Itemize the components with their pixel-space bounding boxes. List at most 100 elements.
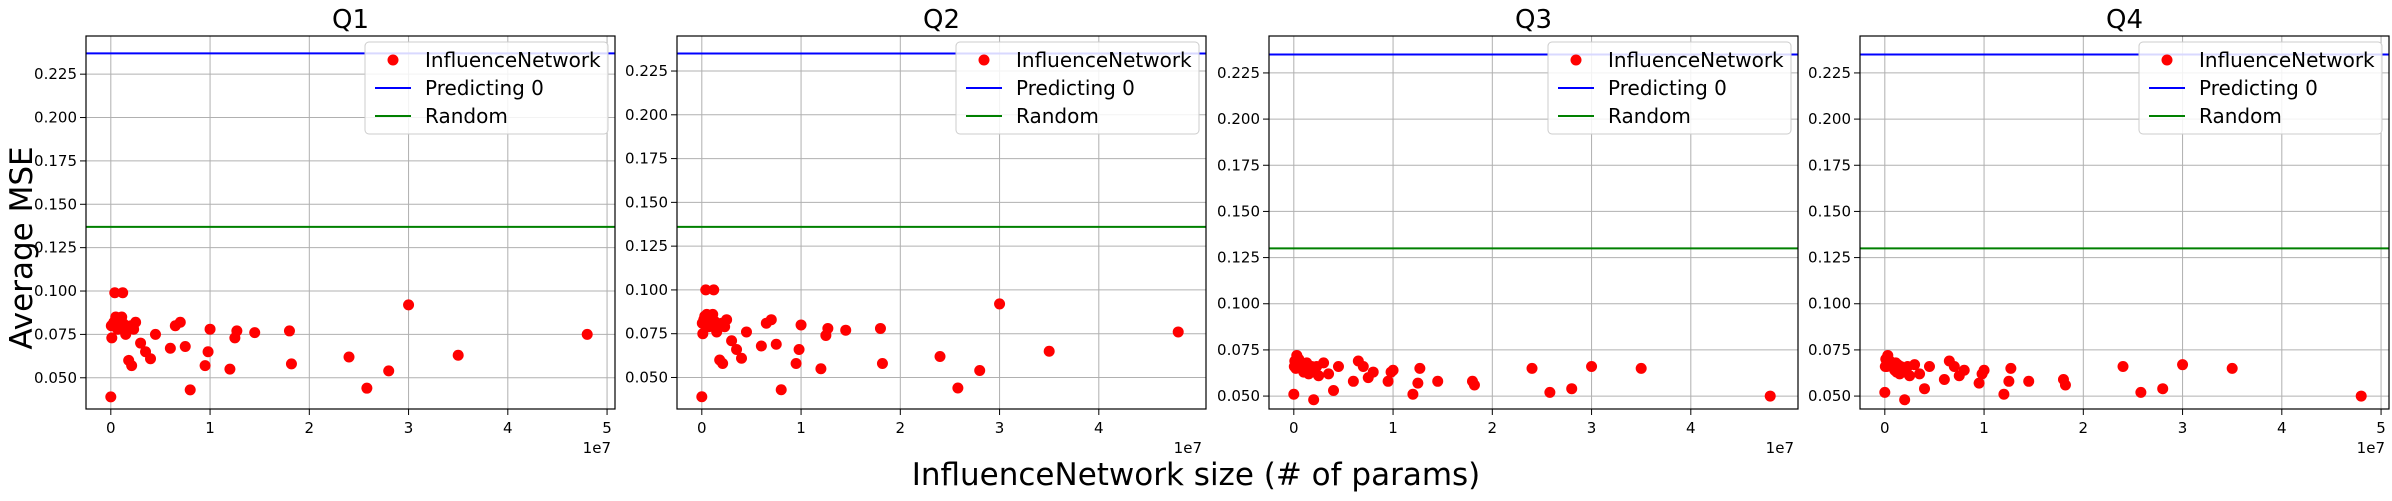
scatter-point	[149, 328, 161, 340]
scatter-point	[135, 337, 147, 349]
y-tick-label: 0.050	[1808, 387, 1851, 405]
legend-label: InfluenceNetwork	[1016, 48, 1192, 72]
panel-title: Q2	[923, 5, 960, 35]
x-tick-label: 0	[1289, 419, 1299, 437]
scatter-point	[2226, 362, 2238, 374]
y-tick-label: 0.125	[1808, 249, 1851, 267]
scatter-point	[1308, 394, 1320, 406]
legend-marker-point	[387, 54, 399, 66]
y-axis-label: Average MSE	[4, 146, 40, 349]
legend: InfluenceNetwork Predicting 0 Random	[1547, 41, 1792, 135]
scatter-point	[1586, 361, 1598, 373]
legend-label: Random	[425, 104, 508, 128]
y-tick-label: 0.050	[1217, 387, 1260, 405]
scatter-point	[199, 360, 211, 372]
x-tick-label: 0	[697, 419, 707, 437]
x-tick-label: 3	[1587, 419, 1597, 437]
y-tick-label: 0.125	[625, 237, 668, 255]
y-tick-label: 0.200	[34, 109, 77, 127]
y-tick-label: 0.125	[1217, 249, 1260, 267]
x-tick-label: 4	[1686, 419, 1696, 437]
legend: InfluenceNetwork Predicting 0 Random	[364, 41, 609, 135]
y-tick-label: 0.225	[34, 65, 77, 83]
scatter-point	[581, 328, 593, 340]
scatter-point	[1978, 364, 1990, 376]
scatter-point	[740, 326, 752, 338]
scatter-point	[1914, 368, 1926, 380]
legend-label: Random	[1016, 104, 1099, 128]
scatter-point	[696, 391, 708, 403]
scatter-point	[1407, 388, 1419, 400]
scatter-point	[822, 322, 834, 334]
scatter-point	[105, 391, 117, 403]
scatter-point	[145, 353, 157, 365]
scatter-point	[452, 349, 464, 361]
x-tick-label: 1	[205, 419, 215, 437]
y-tick-label: 0.150	[1217, 202, 1260, 220]
x-tick-label: 1	[1979, 419, 1989, 437]
scatter-point	[117, 287, 129, 299]
scatter-point	[1635, 362, 1647, 374]
scatter-point	[2059, 379, 2071, 391]
scatter-point	[283, 325, 295, 337]
scatter-point	[361, 382, 373, 394]
x-tick-label: 2	[896, 419, 906, 437]
scatter-point	[179, 341, 191, 353]
y-tick-label: 0.200	[625, 106, 668, 124]
panel-title: Q4	[2106, 5, 2143, 35]
scatter-point	[765, 314, 777, 326]
y-tick-label: 0.175	[625, 150, 668, 168]
scatter-point	[708, 284, 720, 296]
legend-label: Random	[1608, 104, 1691, 128]
y-tick-label: 0.050	[34, 369, 77, 387]
panel-q4: 0 1 2 3 4 5 0.050 0.075 0.100 0.125 0.150 0.175 0.20…	[1808, 5, 2390, 457]
axes-frame	[1268, 35, 1799, 410]
y-tick-label: 0.200	[1808, 110, 1851, 128]
scatter-point	[2135, 386, 2147, 398]
scatter-point	[224, 363, 236, 375]
x-offset-label: 1e7	[1174, 439, 1202, 457]
legend-box	[1547, 41, 1792, 135]
legend-box	[955, 41, 1200, 135]
scatter-point	[2023, 375, 2035, 387]
scatter-point	[1904, 370, 1916, 382]
scatter-point	[1973, 377, 1985, 389]
legend-label: InfluenceNetwork	[2199, 48, 2375, 72]
scatter-point	[1566, 383, 1578, 395]
scatter-point	[202, 346, 214, 358]
plot-marks	[677, 52, 1206, 403]
scatter-point	[1367, 366, 1379, 378]
scatter-point	[1879, 386, 1891, 398]
x-tick-label: 5	[602, 419, 612, 437]
scatter-point	[1328, 385, 1340, 397]
y-tick-label: 0.100	[34, 282, 77, 300]
panels: 0 1 2 3 4 5 0.050 0.075 0.100 0.125 0.150 0.175 0.20…	[34, 5, 2390, 457]
legend-marker-point	[2161, 54, 2173, 66]
x-tick-label: 5	[2376, 419, 2386, 437]
x-tick-label: 4	[503, 419, 513, 437]
y-tick-label: 0.100	[1808, 295, 1851, 313]
scatter-point	[164, 342, 176, 354]
x-axis-label: InfluenceNetwork size (# of params)	[912, 457, 1481, 493]
scatter-point	[726, 335, 738, 347]
scatter-point	[1313, 370, 1325, 382]
y-tick-label: 0.200	[1217, 110, 1260, 128]
panel-q1: 0 1 2 3 4 5 0.050 0.075 0.100 0.125 0.150 0.175 0.20…	[34, 5, 616, 457]
scatter-point	[1958, 364, 1970, 376]
scatter-point	[231, 325, 243, 337]
scatter-point	[934, 350, 946, 362]
scatter-point	[174, 316, 186, 328]
scatter-point	[770, 338, 782, 350]
scatter-point	[815, 363, 827, 375]
scatter-point	[1172, 326, 1184, 338]
axes-frame	[85, 35, 616, 410]
y-tick-label: 0.175	[34, 152, 77, 170]
y-tick-label: 0.225	[625, 62, 668, 80]
y-tick-label: 0.075	[625, 325, 668, 343]
y-tick-label: 0.100	[1217, 295, 1260, 313]
x-offset-label: 1e7	[2357, 439, 2385, 457]
scatter-point	[1323, 368, 1335, 380]
scatter-point	[1347, 375, 1359, 387]
scatter-point	[755, 340, 767, 352]
scatter-point	[1764, 390, 1776, 402]
